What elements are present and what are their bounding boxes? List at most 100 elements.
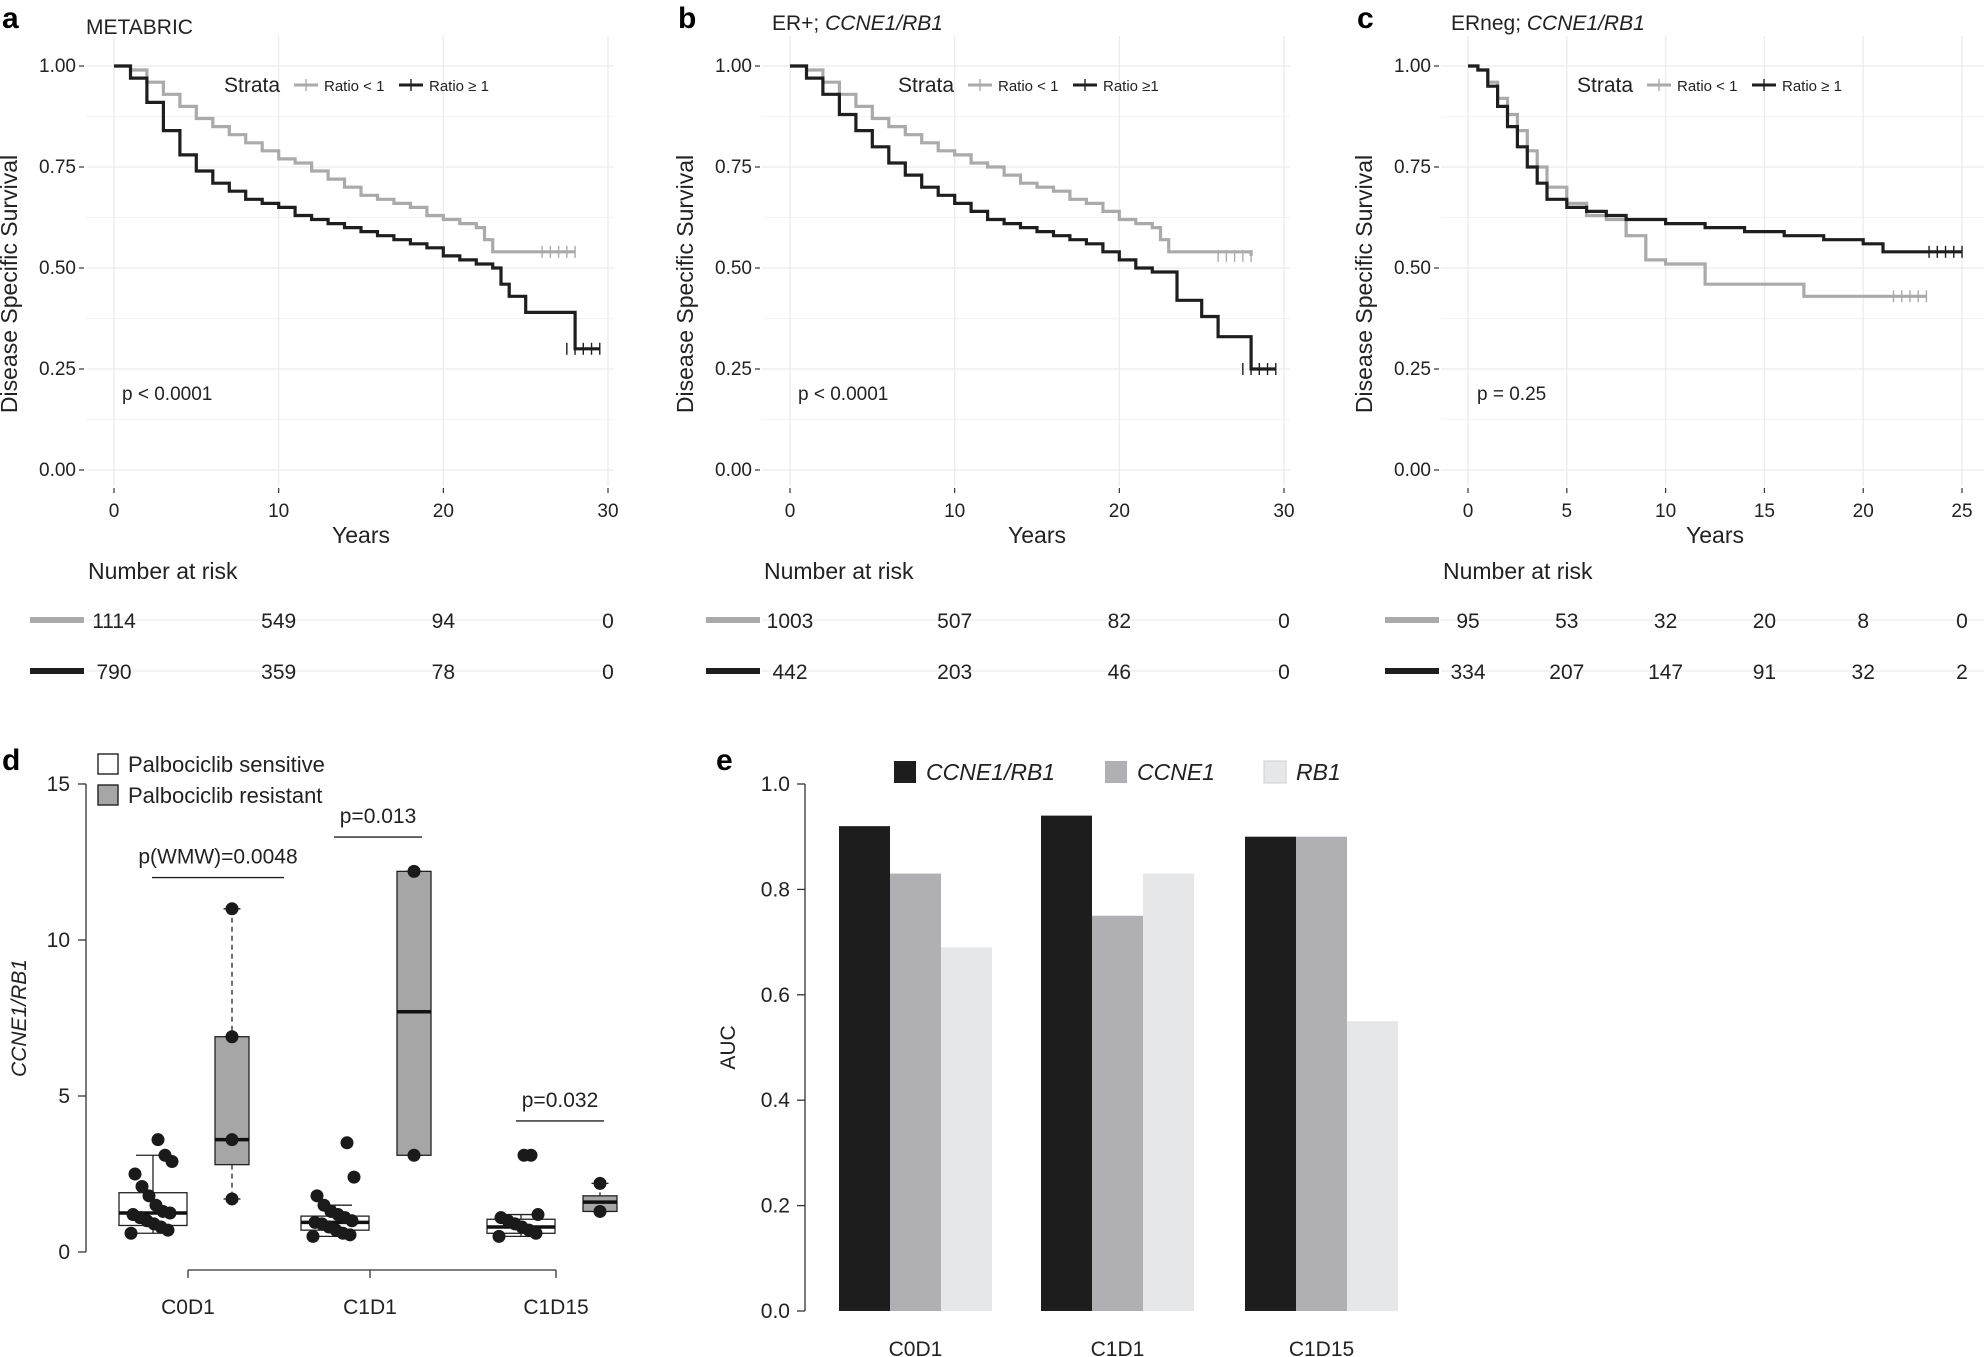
- y-tick-label: 0: [58, 1241, 70, 1264]
- data-point: [310, 1189, 324, 1203]
- panel-title-italic: CCNE1/RB1: [1527, 12, 1645, 35]
- km-curve-ratio-lt-1: [790, 64, 1253, 256]
- data-point: [517, 1148, 531, 1162]
- x-axis-title: Years: [332, 522, 390, 548]
- risk-count: 32: [1654, 610, 1677, 633]
- x-axis-title: Years: [1008, 522, 1066, 548]
- y-tick-label: 10: [47, 929, 70, 952]
- risk-count: 91: [1753, 661, 1776, 684]
- y-tick-label: 0.8: [761, 878, 790, 901]
- risk-count: 78: [432, 661, 455, 684]
- risk-table-title: Number at risk: [1443, 558, 1593, 584]
- legend-c: Strata Ratio < 1 Ratio ≥ 1: [1577, 74, 1842, 97]
- legend-label: Ratio < 1: [998, 78, 1058, 95]
- risk-count: 147: [1648, 661, 1683, 684]
- data-point: [494, 1211, 508, 1225]
- data-point: [531, 1208, 545, 1222]
- risk-count: 507: [937, 610, 972, 633]
- y-tick-label: 1.00: [39, 56, 76, 77]
- legend-title: Strata: [1577, 74, 1633, 97]
- x-tick-label: 30: [597, 501, 618, 522]
- box-c1d1-sensitive: [300, 1136, 370, 1243]
- p-value: p < 0.0001: [122, 384, 212, 405]
- y-axis-title: AUC: [717, 1025, 740, 1069]
- x-tick-label: 10: [1655, 501, 1676, 522]
- y-tick-label: 1.00: [715, 56, 752, 77]
- y-tick-label: 5: [58, 1085, 70, 1108]
- legend-a: Strata Ratio < 1 Ratio ≥ 1: [224, 74, 489, 97]
- significance-label: p=0.032: [522, 1089, 599, 1112]
- data-point: [347, 1170, 361, 1184]
- risk-count: 32: [1852, 661, 1875, 684]
- data-point: [158, 1148, 172, 1162]
- y-axis-title: Disease Specific Survival: [1351, 155, 1377, 413]
- bar-panel-e: e 0.0 0.2 0.4 0.6 0.8 1.0 AUC C0D1 C1D1 C1D15 CCNE1…: [716, 744, 1398, 1357]
- x-tick-label: 10: [944, 501, 965, 522]
- x-tick-label: 0: [109, 501, 120, 522]
- risk-table-c: Number at risk 95 53 32 20 8 0 334 207 147 91 32 2: [1385, 558, 1984, 684]
- y-tick-label: 0.00: [1394, 460, 1431, 481]
- risk-count: 20: [1753, 610, 1776, 633]
- x-axis-title: Years: [1686, 522, 1744, 548]
- x-tick-label: C1D1: [1091, 1338, 1145, 1357]
- data-point: [135, 1179, 149, 1193]
- x-tick-label: 0: [785, 501, 796, 522]
- bar-c1d1-ccne1-rb1: [1041, 815, 1092, 1311]
- y-tick-label: 0.50: [39, 258, 76, 279]
- x-tick-label: 15: [1754, 501, 1775, 522]
- bar-c0d1-rb1: [941, 947, 992, 1311]
- box-c1d15-resistant: [582, 1176, 618, 1218]
- risk-count: 82: [1108, 610, 1131, 633]
- y-axis-title: Disease Specific Survival: [672, 155, 698, 413]
- risk-count: 46: [1108, 661, 1131, 684]
- data-point: [317, 1198, 331, 1212]
- y-tick-label: 0.25: [39, 359, 76, 380]
- km-panel-b: b ER+; CCNE1/RB1 0.00 0.25 0.50 0.75 1.00 0 10 20…: [672, 2, 1295, 684]
- risk-count: 95: [1456, 610, 1479, 633]
- panel-label-b: b: [678, 2, 696, 35]
- legend-label: Palbociclib resistant: [128, 783, 322, 808]
- y-tick-label: 0.25: [715, 359, 752, 380]
- y-tick-label: 0.75: [715, 157, 752, 178]
- legend-e: CCNE1/RB1 CCNE1 RB1: [894, 759, 1341, 785]
- y-tick-label: 1.0: [761, 773, 790, 796]
- box-c0d1-sensitive: [118, 1133, 188, 1240]
- data-point: [407, 864, 421, 878]
- risk-count: 0: [1278, 610, 1290, 633]
- data-point: [407, 1148, 421, 1162]
- y-tick-label: 0.75: [1394, 157, 1431, 178]
- km-panel-a: a METABRIC 0.00 0.25 0.50 0.75 1.00 0 10 20 30 Year…: [0, 2, 619, 684]
- panel-title-italic: CCNE1/RB1: [825, 12, 943, 35]
- legend-label: Palbociclib sensitive: [128, 752, 325, 777]
- bar-c1d15-ccne1-rb1: [1245, 836, 1296, 1311]
- x-tick-label: C1D1: [343, 1296, 397, 1319]
- risk-count: 359: [261, 661, 296, 684]
- data-point: [308, 1215, 322, 1229]
- risk-count: 0: [1278, 661, 1290, 684]
- data-point: [124, 1226, 138, 1240]
- significance-label: p(WMW)=0.0048: [138, 846, 297, 869]
- bar-c1d1-ccne1: [1092, 915, 1143, 1311]
- panel-label-c: c: [1357, 2, 1374, 35]
- y-axis-title: Disease Specific Survival: [0, 155, 22, 413]
- y-tick-label: 0.2: [761, 1195, 790, 1218]
- bar-c0d1-ccne1: [890, 873, 941, 1311]
- panel-label-a: a: [2, 2, 19, 35]
- legend-swatch: [894, 761, 916, 783]
- risk-count: 1003: [767, 610, 814, 633]
- panel-title: METABRIC: [86, 16, 193, 39]
- x-tick-label: 5: [1562, 501, 1573, 522]
- data-point: [151, 1133, 165, 1147]
- x-tick-label: 25: [1951, 501, 1972, 522]
- risk-table-a: Number at risk 1114 549 94 0 790 359 78 0: [30, 558, 614, 684]
- panel-label-e: e: [716, 744, 733, 777]
- legend-label: Ratio ≥ 1: [429, 78, 489, 95]
- km-curve-ratio-ge-1: [790, 64, 1276, 371]
- risk-count: 53: [1555, 610, 1578, 633]
- km-curve-ratio-lt-1: [114, 64, 576, 254]
- data-point: [225, 1133, 239, 1147]
- risk-table-title: Number at risk: [764, 558, 914, 584]
- x-tick-label: C0D1: [889, 1338, 943, 1357]
- legend-label: Ratio ≥1: [1103, 78, 1159, 95]
- bar-c1d15-rb1: [1347, 1021, 1398, 1311]
